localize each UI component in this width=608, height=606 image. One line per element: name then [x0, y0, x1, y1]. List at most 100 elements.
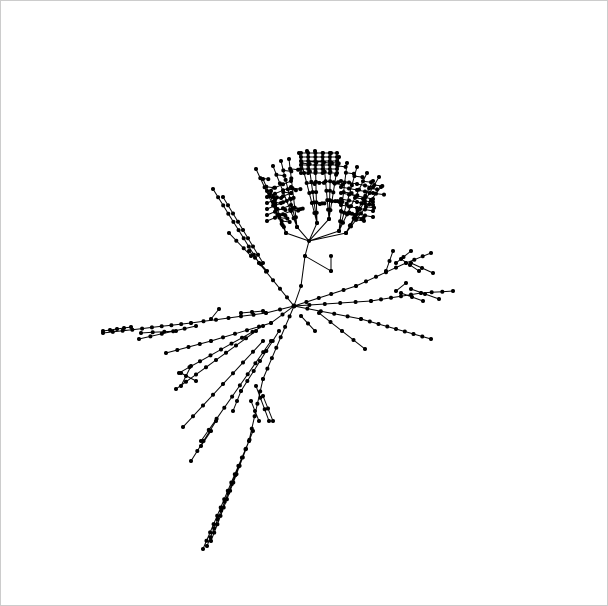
tree-edge	[216, 407, 225, 420]
tree-node	[101, 329, 105, 333]
tree-edge	[306, 297, 319, 303]
tree-node	[271, 164, 275, 168]
tree-node	[250, 310, 254, 314]
tree-edge	[240, 314, 254, 317]
tree-node	[289, 191, 293, 195]
tree-node	[184, 379, 188, 384]
tree-node	[340, 329, 344, 333]
tree-node	[261, 377, 265, 381]
tree-node	[317, 180, 322, 185]
tree-node	[289, 197, 293, 201]
tree-node	[273, 185, 277, 190]
tree-edge	[205, 359, 217, 368]
tree-node	[244, 336, 248, 341]
tree-node	[245, 379, 250, 383]
tree-node	[351, 338, 356, 342]
tree-node	[149, 325, 154, 330]
tree-node	[269, 339, 273, 343]
tree-node	[212, 530, 217, 535]
tree-edge	[231, 385, 241, 397]
tree-edge	[265, 309, 281, 314]
tree-node	[218, 505, 223, 510]
tree-node	[209, 429, 213, 433]
tree-node	[409, 261, 413, 265]
tree-node	[244, 447, 248, 451]
tree-node	[231, 371, 235, 376]
tree-node	[323, 179, 328, 184]
tree-node	[256, 252, 260, 257]
tree-node	[289, 179, 293, 183]
tree-node	[181, 425, 185, 429]
tree-node	[247, 249, 251, 253]
tree-node	[335, 155, 339, 159]
tree-node	[385, 324, 390, 329]
tree-node	[335, 151, 339, 155]
tree-node	[389, 295, 393, 300]
tree-node	[313, 151, 318, 155]
tree-edge	[252, 340, 264, 353]
tree-node	[299, 171, 303, 175]
tree-node	[451, 289, 455, 293]
tree-node	[327, 159, 332, 163]
tree-node	[205, 544, 209, 548]
tree-node	[299, 163, 303, 167]
tree-node	[217, 307, 221, 311]
tree-node	[245, 372, 250, 377]
tree-node	[197, 342, 202, 346]
tree-node	[328, 320, 333, 324]
tree-node	[420, 266, 424, 270]
tree-node	[382, 192, 386, 197]
tree-edge	[199, 354, 211, 362]
tree-node	[313, 329, 317, 333]
tree-node	[371, 209, 375, 213]
tree-node	[261, 350, 266, 355]
tree-node	[241, 360, 245, 365]
tree-node	[271, 419, 275, 423]
tree-node	[295, 225, 299, 229]
tree-edge	[334, 313, 348, 317]
tree-node	[328, 179, 333, 184]
tree-node	[253, 409, 257, 413]
tree-edge	[253, 312, 267, 316]
tree-node	[278, 335, 283, 340]
tree-node	[175, 348, 180, 352]
tree-node	[409, 249, 413, 253]
tree-node	[189, 321, 193, 325]
tree-node	[355, 200, 359, 204]
tree-node	[281, 225, 286, 229]
tree-edge	[254, 351, 264, 364]
tree-node	[327, 217, 331, 221]
tree-node	[222, 405, 227, 410]
tree-node	[253, 255, 257, 260]
tree-node	[236, 219, 240, 224]
tree-node	[292, 205, 297, 210]
tree-node	[360, 175, 365, 180]
tree-node	[252, 414, 257, 419]
tree-node	[306, 321, 310, 326]
tree-node	[371, 197, 375, 201]
tree-edge	[343, 285, 357, 291]
tree-node	[320, 151, 325, 155]
tree-node	[302, 171, 307, 175]
tree-node	[376, 322, 381, 326]
tree-edge	[304, 240, 310, 257]
tree-node	[189, 459, 193, 463]
tree-node	[354, 284, 358, 288]
tree-edge	[270, 314, 283, 324]
tree-node	[234, 472, 239, 477]
tree-edge	[259, 397, 266, 410]
tree-node	[281, 194, 285, 199]
tree-edge	[307, 308, 321, 312]
tree-edge	[210, 308, 220, 320]
tree-node	[231, 211, 235, 216]
tree-node	[399, 291, 403, 295]
tree-node	[320, 171, 325, 175]
tree-node	[355, 212, 359, 216]
tree-node	[353, 300, 358, 304]
tree-node	[349, 183, 354, 188]
tree-node	[266, 406, 270, 411]
tree-node	[332, 181, 337, 186]
tree-node	[281, 188, 285, 193]
tree-node	[313, 155, 318, 159]
tree-node	[316, 296, 321, 300]
